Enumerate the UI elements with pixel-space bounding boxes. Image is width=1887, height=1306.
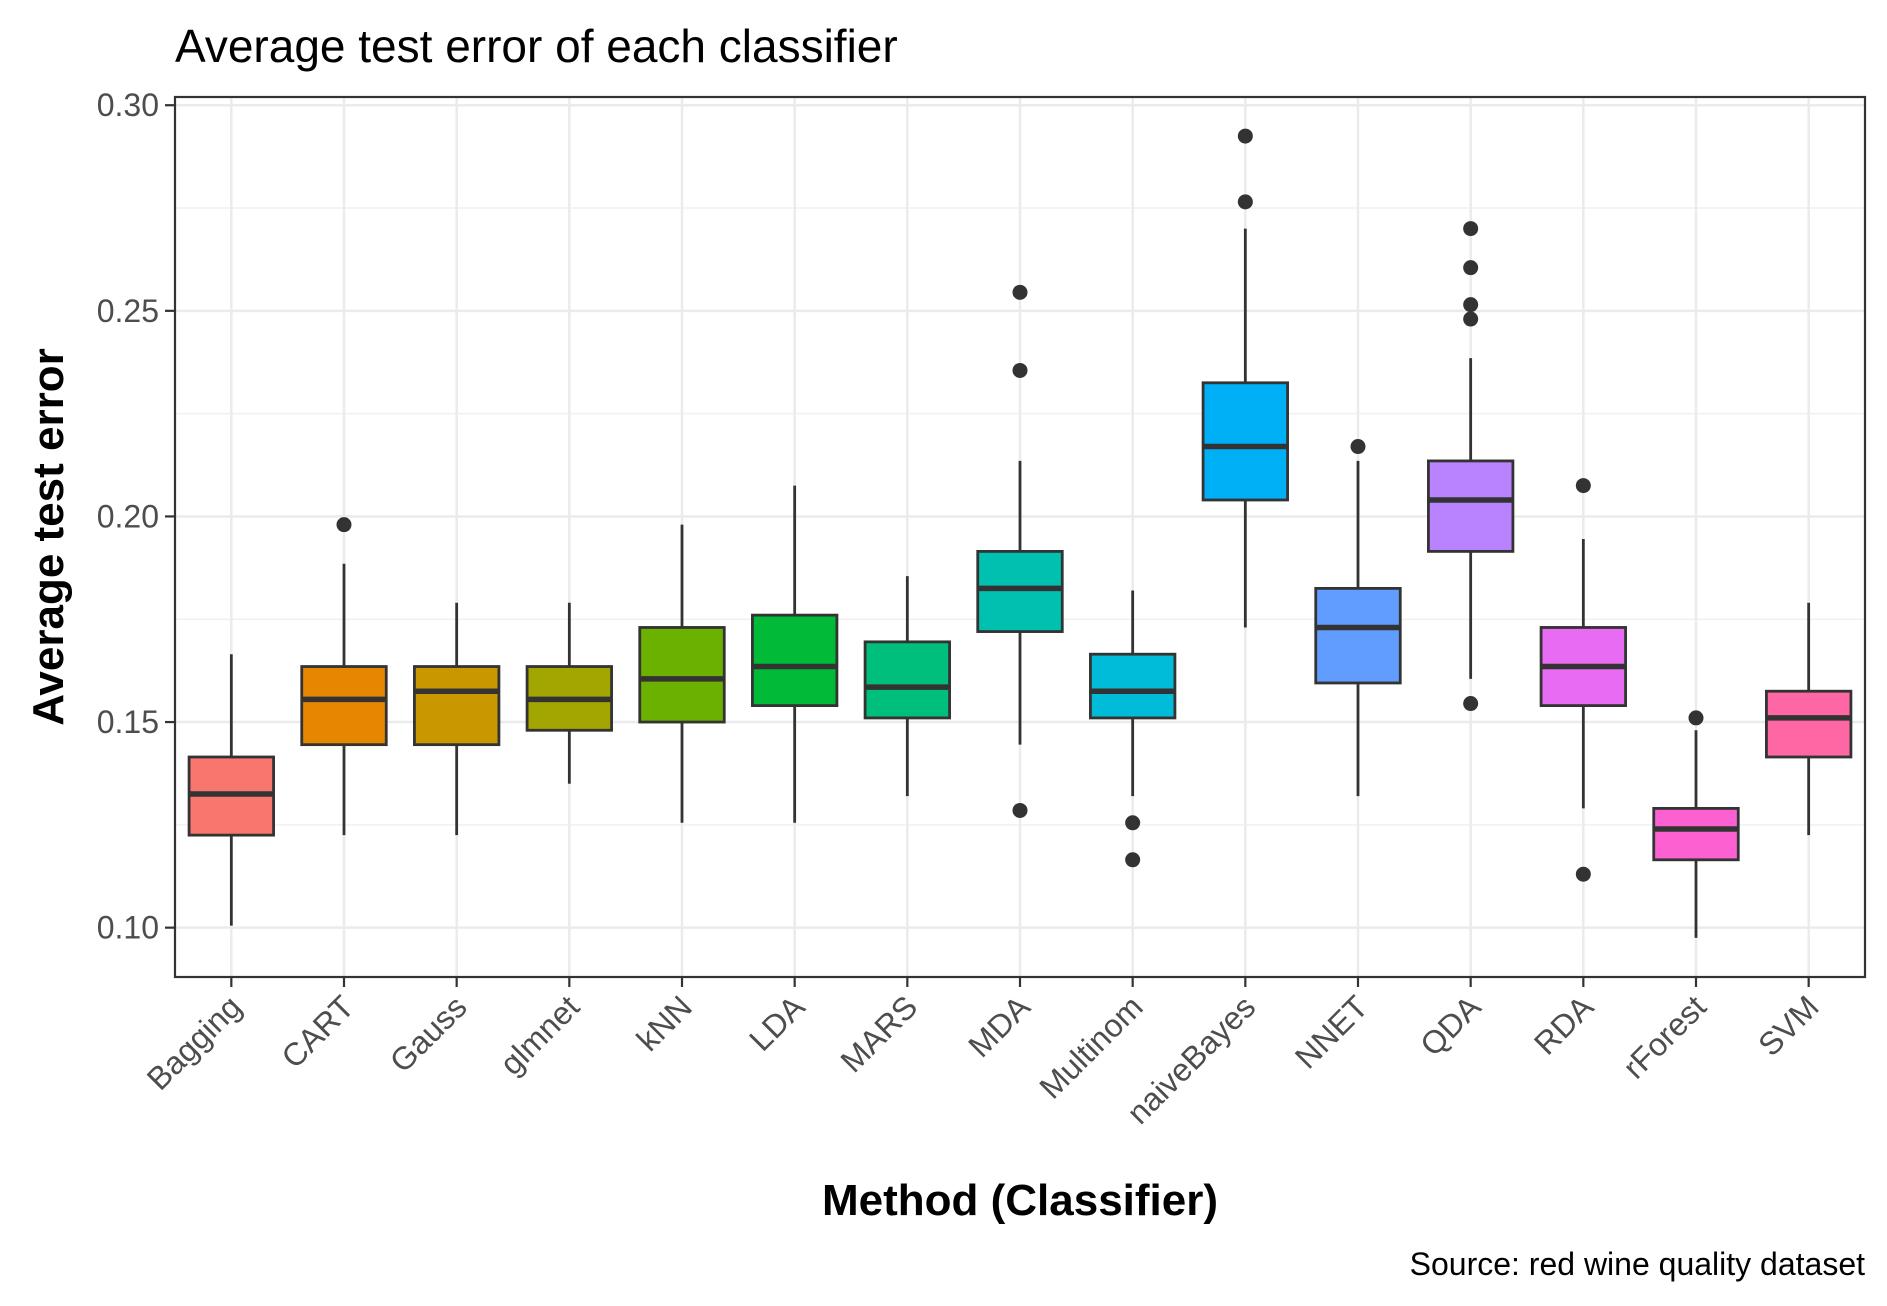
box-LDA [751,485,839,823]
outlier-point [1125,852,1141,868]
y-axis-title: Average test error [24,348,73,725]
outlier-point [1012,802,1028,818]
box-body [1314,587,1402,685]
x-tick-label: SVM [1751,988,1825,1062]
box-body [413,665,501,747]
outlier-point [1237,128,1253,144]
box-NNET [1314,439,1402,797]
box-Gauss [413,602,501,836]
x-tick-label: CART [274,988,361,1075]
outlier-point [336,517,352,533]
box-plots [187,128,1853,938]
box-body [1089,652,1177,720]
x-tick-label: Multinom [1032,988,1149,1105]
box-QDA [1427,221,1515,712]
x-tick-label: MARS [833,988,924,1079]
outlier-point [1012,362,1028,378]
box-kNN [638,524,726,823]
x-tick-label: Gauss [383,988,474,1079]
outlier-point [1575,866,1591,882]
x-tick-label: QDA [1413,988,1488,1063]
y-axis: 0.10 0.15 0.20 0.25 0.30 [97,87,175,946]
box-body [300,665,388,747]
box-RDA [1539,478,1627,882]
y-tick-label: 0.15 [97,704,159,740]
x-tick-label: Bagging [140,988,248,1096]
x-tick-label: LDA [742,988,812,1058]
outlier-point [1237,194,1253,210]
box-body [1765,689,1853,759]
box-MARS [863,576,951,797]
outlier-point [1688,710,1704,726]
box-body [1652,807,1740,862]
x-tick-label: glmnet [493,988,586,1081]
outlier-point [1463,696,1479,712]
y-tick-label: 0.10 [97,910,159,946]
box-MDA [976,284,1064,818]
box-body [638,626,726,724]
box-glmnet [525,602,613,784]
outlier-point [1463,221,1479,237]
box-Bagging [187,654,275,926]
x-axis-title: Method (Classifier) [822,1176,1218,1225]
outlier-point [1575,478,1591,494]
box-body [1427,459,1515,553]
box-CART [300,517,388,836]
box-body [1201,381,1289,502]
x-tick-label: rForest [1616,988,1713,1085]
y-tick-label: 0.30 [97,87,159,123]
x-tick-label: RDA [1527,988,1601,1062]
box-body [751,613,839,707]
box-rForest [1652,710,1740,938]
outlier-point [1463,297,1479,313]
y-tick-label: 0.25 [97,293,159,329]
x-tick-label: NNET [1288,988,1375,1075]
chart-title: Average test error of each classifier [175,20,898,72]
x-axis: Bagging CART Gauss glmnet kNN LDA MARS MDAMulti… [140,977,1826,1131]
y-tick-label: 0.20 [97,498,159,534]
x-tick-label: kNN [629,988,698,1057]
box-SVM [1765,602,1853,836]
box-body [976,549,1064,633]
box-body [863,640,951,720]
box-Multinom [1089,590,1177,868]
x-tick-label: MDA [961,988,1037,1064]
outlier-point [1125,815,1141,831]
outlier-point [1012,284,1028,300]
outlier-point [1350,439,1366,455]
outlier-point [1463,260,1479,276]
source-caption: Source: red wine quality dataset [1410,1246,1865,1282]
box-naiveBayes [1201,128,1289,628]
outlier-point [1463,311,1479,327]
